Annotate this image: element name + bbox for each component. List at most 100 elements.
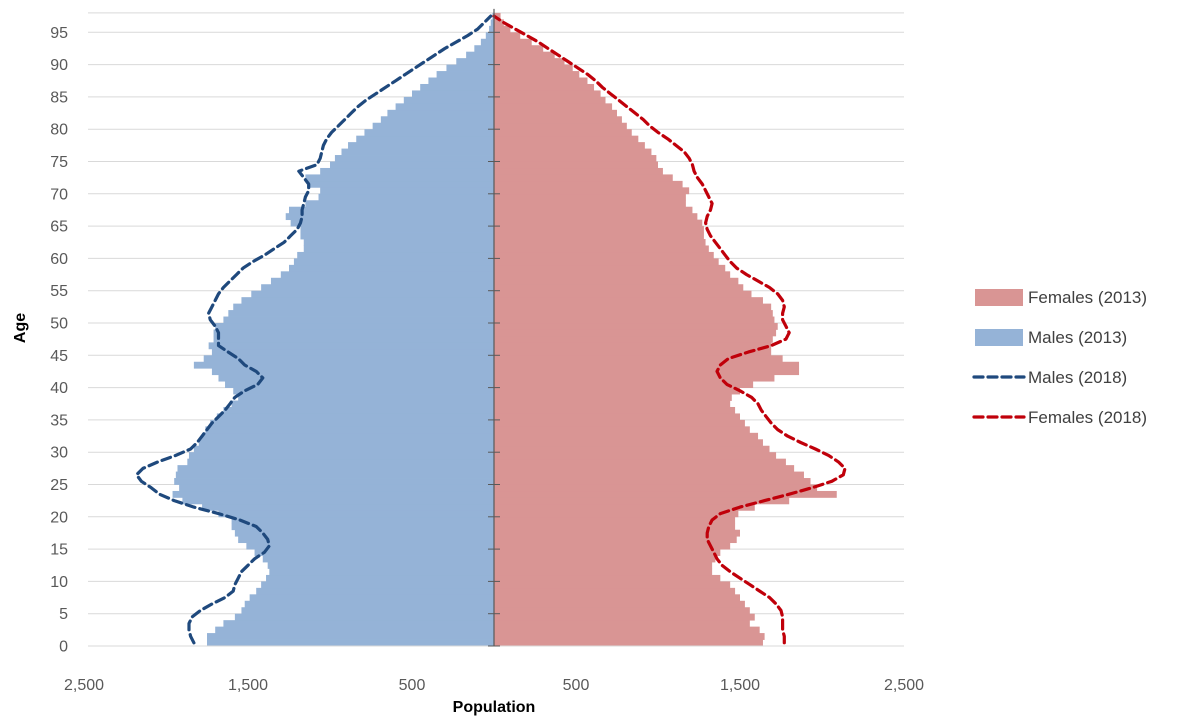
- females-2018-line: [492, 14, 847, 645]
- male-2013-bar-age-25: [174, 478, 494, 485]
- female-2013-bar-age-75: [494, 155, 657, 162]
- y-tick-label-75: 75: [50, 154, 68, 171]
- female-2013-bar-age-27: [494, 465, 795, 472]
- female-2013-bar-age-85: [494, 90, 601, 98]
- male-2013-bar-age-52: [233, 303, 495, 311]
- male-2013-bar-age-36: [223, 406, 494, 414]
- female-2013-bar-age-92: [494, 45, 544, 53]
- male-2013-bar-age-81: [380, 116, 494, 124]
- male-2013-bar-age-91: [466, 51, 494, 59]
- male-2013-bar-age-59: [293, 258, 494, 266]
- female-2013-bar-age-64: [494, 226, 704, 233]
- female-2013-bar-age-17: [494, 529, 740, 537]
- male-2013-bar-age-3: [223, 620, 494, 628]
- legend: Females (2013) Males (2013) Males (2018) Fe…: [972, 288, 1147, 427]
- female-2013-bar-age-91: [494, 51, 555, 59]
- y-tick-label-30: 30: [50, 445, 68, 462]
- female-2013-bar-age-15: [494, 542, 731, 550]
- male-2013-bar-age-85: [412, 90, 494, 98]
- legend-swatch: [975, 289, 1023, 306]
- male-2013-bar-age-92: [474, 45, 494, 53]
- female-2013-bar-age-87: [494, 77, 588, 85]
- female-2013-bar-age-21: [494, 503, 755, 511]
- female-2013-bar-age-47: [494, 335, 773, 343]
- female-2013-bar-age-37: [494, 400, 731, 408]
- male-2013-bar-age-6: [244, 600, 494, 608]
- male-2013-bar-age-86: [420, 83, 494, 91]
- female-2013-bar-age-68: [494, 200, 686, 208]
- female-2013-bar-age-6: [494, 600, 745, 608]
- female-2013-bar-age-95: [494, 25, 511, 33]
- male-2013-bar-age-29: [188, 452, 494, 460]
- female-2013-bar-age-28: [494, 458, 786, 466]
- male-2013-bar-age-34: [210, 419, 494, 427]
- x-tick-label: 2,500: [64, 677, 104, 694]
- males-2018-line: [134, 14, 493, 645]
- axes: [88, 8, 904, 647]
- y-tick-label-40: 40: [50, 380, 68, 397]
- female-2013-bar-age-5: [494, 607, 750, 615]
- female-2013-bar-age-8: [494, 587, 736, 595]
- male-2013-bar-age-83: [395, 103, 494, 111]
- male-2013-bar-age-32: [202, 432, 494, 440]
- male-2013-bar-age-35: [216, 413, 494, 421]
- male-2013-bar-age-13: [262, 555, 494, 563]
- male-2013-bar-age-37: [231, 400, 494, 408]
- female-2013-bar-age-80: [494, 122, 627, 130]
- female-2013-bar-age-1: [494, 633, 765, 640]
- male-2013-bar-age-49: [215, 323, 494, 330]
- female-2013-bar-age-9: [494, 581, 731, 589]
- female-2013-bar-age-72: [494, 174, 673, 182]
- male-2013-bar-age-16: [238, 536, 494, 544]
- female-2013-bar-age-56: [494, 277, 739, 285]
- females-2013-bars: [494, 12, 837, 647]
- x-tick-label: 2,500: [884, 677, 924, 694]
- male-2013-bar-age-90: [456, 58, 494, 65]
- male-2013-bar-age-93: [480, 38, 494, 46]
- male-2013-bar-age-27: [177, 465, 495, 472]
- female-2013-bar-age-78: [494, 135, 639, 143]
- male-2013-bar-age-61: [303, 245, 494, 253]
- female-2013-bar-age-53: [494, 297, 763, 305]
- male-2013-bar-age-40: [225, 381, 495, 388]
- male-2013-bar-age-54: [251, 290, 494, 298]
- male-2013-bar-age-84: [403, 96, 494, 104]
- female-2013-bar-age-54: [494, 290, 752, 298]
- female-2013-bar-age-89: [494, 64, 573, 72]
- female-2013-bar-age-82: [494, 109, 617, 117]
- female-2013-bar-age-88: [494, 71, 580, 78]
- male-2013-bar-age-56: [270, 277, 494, 285]
- y-tick-label-25: 25: [50, 477, 68, 494]
- x-tick-label: 500: [399, 677, 426, 694]
- male-2013-bar-age-31: [198, 439, 495, 447]
- female-2013-bar-age-61: [494, 245, 709, 253]
- male-2013-bar-age-10: [266, 574, 494, 582]
- male-2013-bar-age-69: [318, 193, 494, 201]
- female-2013-bar-age-34: [494, 419, 745, 427]
- female-2013-bar-age-46: [494, 342, 772, 350]
- female-2013-bar-age-50: [494, 316, 775, 324]
- male-2013-bar-age-60: [297, 251, 494, 259]
- male-2013-bar-age-65: [290, 219, 494, 227]
- female-2013-bar-age-22: [494, 497, 790, 505]
- male-2013-bar-age-64: [300, 226, 494, 233]
- male-2013-bar-age-9: [261, 581, 494, 589]
- male-2013-bar-age-7: [249, 594, 494, 602]
- y-tick-label-90: 90: [50, 57, 68, 74]
- female-2013-bar-age-84: [494, 96, 606, 104]
- male-2013-bar-age-5: [241, 607, 494, 615]
- female-2013-bar-age-90: [494, 58, 565, 65]
- male-2013-bar-age-23: [172, 490, 494, 498]
- y-tick-label-5: 5: [59, 606, 68, 623]
- female-2013-bar-age-94: [494, 32, 521, 40]
- female-2013-bar-age-18: [494, 523, 736, 531]
- x-tick-label: 1,500: [228, 677, 268, 694]
- female-2013-bar-age-2: [494, 626, 760, 634]
- female-2013-bar-age-96: [494, 19, 504, 27]
- y-tick-labels: 0 5 10 15 20 25 30 35 40 45 50 55 60 65 70 75 80 85 90 95: [50, 25, 68, 656]
- male-2013-bar-age-50: [223, 316, 494, 324]
- female-2013-bar-age-70: [494, 187, 690, 195]
- female-2013-bar-age-58: [494, 264, 726, 272]
- y-tick-label-60: 60: [50, 251, 68, 268]
- y-tick-label-35: 35: [50, 412, 68, 429]
